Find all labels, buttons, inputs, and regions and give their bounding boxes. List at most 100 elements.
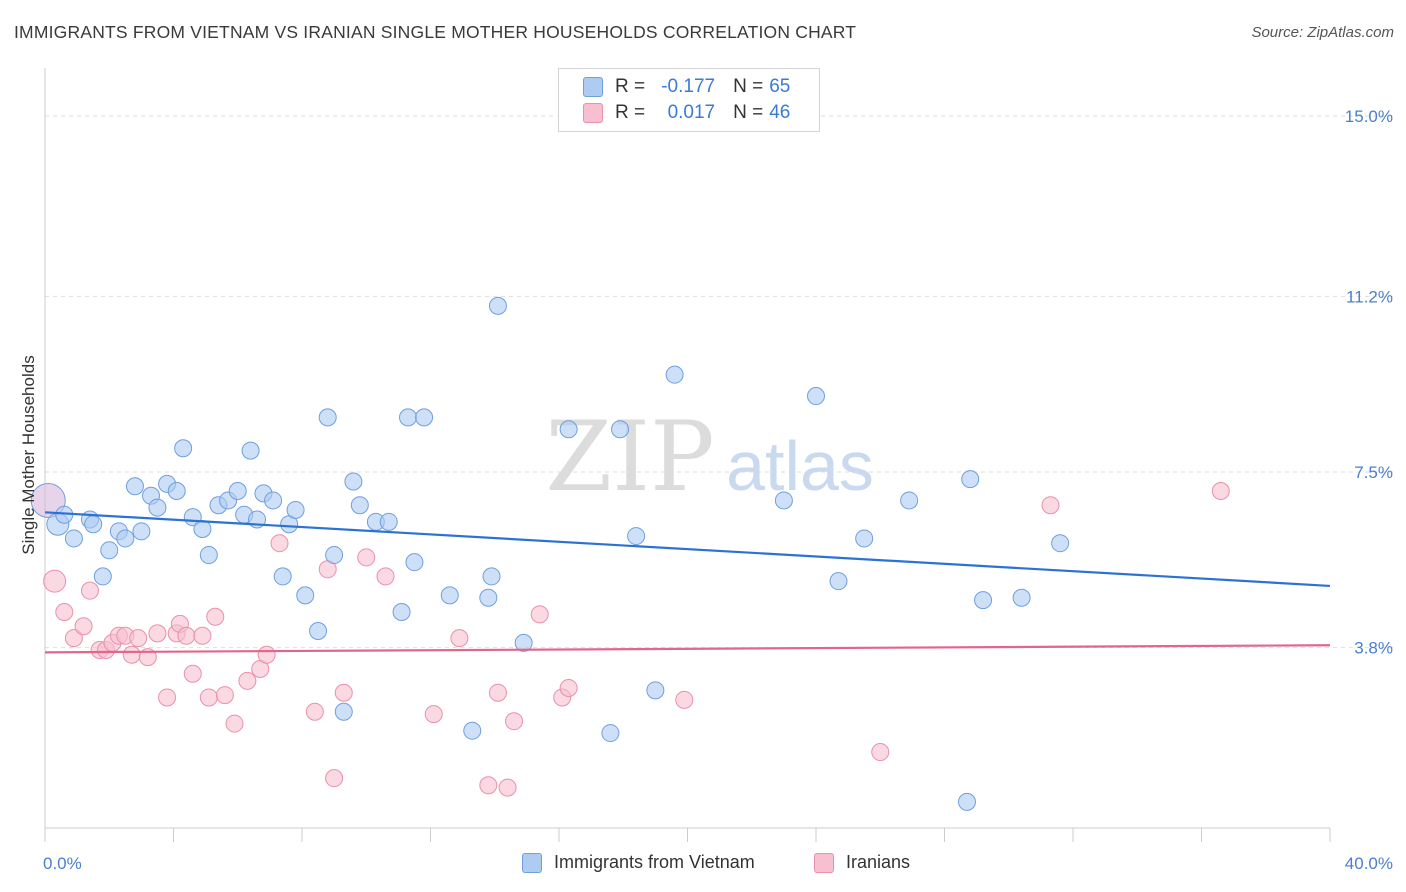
- legend-swatch-iranians: [583, 103, 603, 123]
- vietnam-point-35: [334, 702, 353, 721]
- iranians-points: [43, 481, 1230, 797]
- vietnam-point-55: [665, 365, 684, 384]
- vietnam-point-42: [405, 553, 424, 572]
- iranian-point-17: [177, 626, 196, 645]
- iranian-point-24: [238, 671, 257, 690]
- vietnam-point-19: [199, 546, 218, 565]
- iranian-point-45: [1041, 496, 1060, 515]
- vietnam-point-22: [228, 481, 247, 500]
- vietnam-point-10: [125, 477, 144, 496]
- vietnam-point-34: [325, 546, 344, 565]
- iranian-point-44: [871, 743, 890, 762]
- vietnam-point-58: [829, 572, 848, 591]
- legend-r-label: R =: [615, 102, 646, 123]
- vietnam-point-50: [559, 420, 578, 439]
- vietnam-point-51: [601, 724, 620, 743]
- legend-n-label: N =: [733, 102, 764, 123]
- vietnam-point-15: [167, 481, 186, 500]
- vietnam-point-49: [514, 633, 533, 652]
- iranian-point-37: [488, 683, 507, 702]
- legend-n-label: N =: [733, 76, 764, 97]
- iranian-point-14: [158, 688, 177, 707]
- vietnam-point-62: [961, 470, 980, 489]
- iranian-point-22: [215, 686, 234, 705]
- iranian-point-32: [357, 548, 376, 567]
- vietnam-point-61: [957, 792, 976, 811]
- vietnam-point-33: [318, 408, 337, 427]
- vietnam-point-63: [974, 591, 993, 610]
- iranian-point-4: [80, 581, 99, 600]
- vietnam-point-57: [807, 387, 825, 406]
- y-tick-label-3: 15.0%: [1345, 107, 1393, 126]
- vietnam-point-3: [64, 529, 83, 548]
- iranian-point-30: [325, 769, 344, 788]
- y-tick-labels: 3.8% 7.5% 11.2% 15.0%: [1345, 107, 1393, 658]
- trend-lines: [44, 511, 1331, 654]
- legend-row-iranians: R = 0.017 N = 46: [583, 101, 790, 125]
- source-label: Source: ZipAtlas.com: [1251, 24, 1394, 41]
- vietnam-point-30: [286, 500, 305, 519]
- vietnam-point-11: [132, 522, 151, 541]
- legend-swatch-vietnam: [583, 77, 603, 97]
- vietnam-point-13: [148, 498, 167, 517]
- vietnam-point-60: [900, 491, 919, 510]
- vietnam-points: [30, 296, 1070, 811]
- iranian-point-11: [129, 629, 148, 648]
- vietnam-point-54: [646, 681, 665, 700]
- iranian-point-1: [55, 603, 74, 622]
- iranian-point-28: [305, 702, 324, 721]
- vietnam-point-45: [463, 721, 482, 740]
- iranian-point-13: [148, 624, 167, 643]
- y-tick-label-1: 7.5%: [1354, 463, 1393, 482]
- vietnam-point-37: [350, 496, 369, 515]
- x-tick-labels: 0.0% 40.0%: [43, 854, 1393, 873]
- iranian-point-21: [206, 607, 225, 626]
- iranian-point-40: [530, 605, 549, 624]
- vietnam-point-40: [392, 603, 411, 622]
- vietnam-point-28: [273, 567, 292, 586]
- grid-lines: [45, 115, 1395, 649]
- vietnam-point-31: [296, 586, 315, 605]
- legend-row-vietnam: R = -0.177 N = 65: [583, 75, 790, 99]
- iranian-point-20: [199, 688, 218, 707]
- iranian-point-19: [193, 626, 212, 645]
- vietnam-point-46: [479, 588, 498, 607]
- chart-title: IMMIGRANTS FROM VIETNAM VS IRANIAN SINGL…: [14, 22, 857, 42]
- iranian-point-38: [498, 778, 517, 797]
- vietnam-point-7: [100, 541, 119, 560]
- bottom-legend-label-iranians: Iranians: [846, 852, 911, 872]
- vietnam-point-48: [488, 296, 507, 315]
- legend-r-value-vietnam: -0.177: [661, 76, 716, 97]
- vietnam-point-24: [241, 441, 260, 460]
- watermark-zip: ZIP: [545, 401, 714, 513]
- vietnam-point-32: [309, 622, 328, 641]
- iranian-point-10: [122, 645, 141, 664]
- x-tick-label-min: 0.0%: [43, 854, 82, 873]
- vietnam-point-56: [774, 491, 793, 510]
- iranian-point-0: [43, 569, 67, 593]
- legend-r-label: R =: [615, 76, 646, 97]
- vietnam-point-36: [344, 472, 363, 491]
- vietnam-point-27: [264, 491, 283, 510]
- iranian-point-26: [257, 645, 276, 664]
- bottom-legend-iranians: Iranians: [814, 852, 910, 873]
- iranian-point-43: [675, 690, 694, 709]
- vietnam-point-52: [611, 420, 630, 439]
- vietnam-point-44: [440, 586, 459, 605]
- bottom-legend-vietnam: Immigrants from Vietnam: [522, 852, 755, 873]
- y-tick-label-2: 11.2%: [1346, 287, 1393, 306]
- vietnam-point-64: [1012, 588, 1031, 607]
- bottom-legend-swatch-vietnam: [522, 852, 542, 873]
- watermark: ZIP atlas: [545, 401, 874, 513]
- legend-r-value-iranians: 0.017: [667, 102, 716, 123]
- y-tick-label-0: 3.8%: [1354, 639, 1393, 658]
- vietnam-point-41: [399, 408, 418, 427]
- vietnam-point-39: [379, 512, 398, 531]
- vietnam-point-53: [627, 527, 646, 546]
- x-tick-label-max: 40.0%: [1345, 854, 1393, 873]
- iranian-point-42: [559, 678, 578, 697]
- iranian-point-23: [225, 714, 244, 733]
- iranian-point-36: [479, 776, 498, 795]
- bottom-legend-swatch-iranians: [814, 852, 834, 873]
